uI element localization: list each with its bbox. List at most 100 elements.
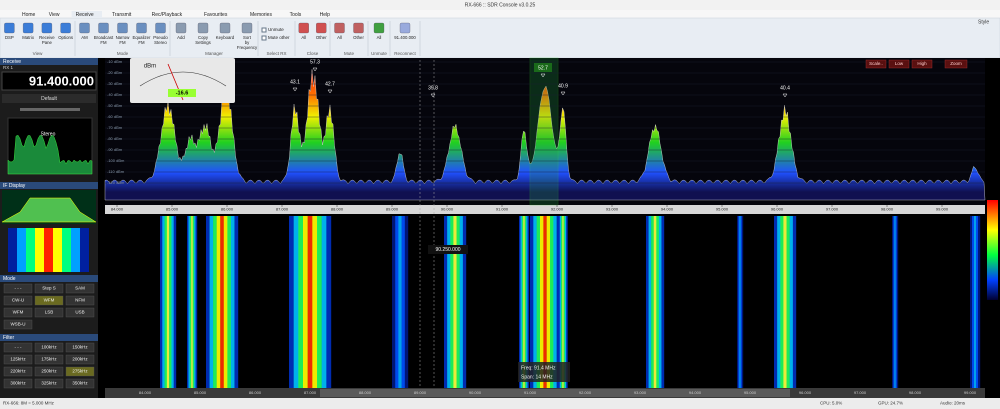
ribbon-button-label[interactable]: Copy Settings (195, 35, 211, 45)
ribbon-button-label[interactable]: Sort by Frequency (237, 35, 258, 50)
ribbon-button-label[interactable]: Keyboard (216, 35, 235, 40)
filter-button-label[interactable]: 220kHz (10, 369, 26, 374)
filter-button[interactable] (65, 342, 95, 353)
filter-button-label[interactable]: 250kHz (41, 369, 57, 374)
mode-button[interactable] (3, 295, 33, 306)
spectrum-button[interactable] (944, 59, 968, 69)
filter-button-label[interactable]: 100kHz (41, 345, 57, 350)
ribbon-button-label[interactable]: Narrow FM (116, 35, 131, 45)
ribbon-button-label[interactable]: AM (81, 35, 88, 40)
mode-button-label[interactable]: WSB-U (11, 322, 26, 327)
mode-button[interactable] (65, 307, 95, 318)
spectrum-button-label[interactable]: High (917, 61, 927, 66)
ribbon-tab[interactable]: Home (22, 12, 36, 18)
mode-button-label[interactable]: Step S (42, 286, 56, 291)
mode-button-label[interactable]: LSB (45, 310, 54, 315)
mode-button-label[interactable]: - - - (15, 286, 22, 291)
ribbon-button-icon[interactable] (353, 22, 364, 34)
ribbon-button-icon[interactable] (197, 22, 209, 34)
ribbon-button-label[interactable]: Other (316, 35, 327, 40)
ribbon-button-icon[interactable] (298, 22, 309, 34)
ribbon-button-icon[interactable] (79, 22, 90, 34)
ribbon-button-label[interactable]: DSP (5, 35, 14, 40)
ribbon-button-label[interactable]: Matrix (22, 35, 35, 40)
mode-button[interactable] (34, 307, 64, 318)
mode-button[interactable] (3, 319, 33, 330)
selected-channel[interactable] (529, 57, 559, 206)
ribbon-button-label[interactable]: All (337, 35, 342, 40)
filter-button-label[interactable]: 300kHz (10, 381, 26, 386)
mode-button[interactable] (34, 283, 64, 294)
spectrum-button-label[interactable]: Zoom (950, 61, 962, 66)
ribbon-tab[interactable]: Rec/Playback (152, 12, 183, 18)
ribbon-button-icon[interactable] (219, 22, 231, 34)
checkbox[interactable] (261, 27, 267, 33)
ribbon-button-icon[interactable] (175, 22, 187, 34)
filter-button[interactable] (65, 354, 95, 365)
spectrum-button-label[interactable]: Low (895, 61, 904, 66)
ribbon-tab[interactable]: Help (320, 12, 331, 18)
filter-button-label[interactable]: 350kHz (72, 381, 88, 386)
ribbon-button-icon[interactable] (117, 22, 128, 34)
ribbon-button-icon[interactable] (316, 22, 327, 34)
ribbon-button-icon[interactable] (334, 22, 345, 34)
ribbon-button-label[interactable]: Equalizer FM (133, 35, 151, 45)
ribbon-button-label[interactable]: Options (58, 35, 73, 40)
mode-button[interactable] (3, 307, 33, 318)
ribbon-button-icon[interactable] (22, 22, 34, 34)
mode-button-label[interactable]: CW-U (12, 298, 24, 303)
filter-button[interactable] (3, 366, 33, 377)
ribbon-button-icon[interactable] (155, 22, 166, 34)
ribbon-tab[interactable]: View (49, 12, 60, 18)
filter-button[interactable] (34, 366, 64, 377)
spectrum-button[interactable] (888, 59, 910, 69)
mode-button-label[interactable]: SAM (75, 286, 85, 291)
mode-button-label[interactable]: WFM (44, 298, 55, 303)
ribbon-button-label[interactable]: All (377, 35, 382, 40)
filter-button-label[interactable]: - - - (15, 345, 22, 350)
ribbon-button-icon[interactable] (399, 22, 411, 34)
checkbox[interactable] (261, 35, 267, 41)
ribbon-tab[interactable]: Transmit (112, 12, 132, 18)
preset-label[interactable]: Default (41, 96, 57, 102)
filter-button[interactable] (34, 342, 64, 353)
filter-button[interactable] (3, 378, 33, 389)
checkbox-label[interactable]: Unmute (268, 27, 284, 32)
ribbon-button-label[interactable]: 91.400.000 (394, 35, 416, 40)
spectrum-button[interactable] (865, 59, 887, 69)
volume-slider[interactable] (20, 108, 80, 111)
filter-button[interactable] (65, 378, 95, 389)
spectrum-button-label[interactable]: Scale.. (869, 61, 883, 66)
ribbon-button-icon[interactable] (60, 22, 71, 34)
mode-button[interactable] (65, 295, 95, 306)
ribbon-button-label[interactable]: Pseudo Stereo (153, 35, 168, 45)
ribbon-button-icon[interactable] (98, 22, 109, 34)
mode-button-label[interactable]: WFM (13, 310, 24, 315)
ribbon-button-icon[interactable] (136, 22, 147, 34)
ribbon-button-icon[interactable] (241, 22, 253, 34)
style-menu[interactable]: Style (978, 19, 989, 25)
mode-button[interactable] (34, 295, 64, 306)
mode-button[interactable] (65, 283, 95, 294)
scroll-thumb[interactable] (320, 389, 790, 397)
filter-button[interactable] (3, 354, 33, 365)
filter-button-label[interactable]: 150kHz (72, 345, 88, 350)
filter-button[interactable] (34, 378, 64, 389)
filter-button[interactable] (65, 366, 95, 377)
ribbon-button-label[interactable]: Other (353, 35, 364, 40)
mode-button[interactable] (3, 283, 33, 294)
ribbon-button-label[interactable]: All (301, 35, 306, 40)
spectrum-button[interactable] (911, 59, 933, 69)
ribbon-button-label[interactable]: Receive Pane (39, 35, 55, 45)
checkbox-label[interactable]: Mute other (268, 35, 290, 40)
ribbon-button-label[interactable]: Add (177, 35, 185, 40)
filter-button-label[interactable]: 325kHz (41, 381, 57, 386)
ribbon-button-icon[interactable] (4, 22, 15, 34)
ribbon-tab[interactable]: Favourites (204, 12, 228, 18)
mode-button-label[interactable]: NFM (75, 298, 85, 303)
ribbon-tab[interactable]: Receive (76, 12, 94, 18)
filter-button-label[interactable]: 200kHz (72, 357, 88, 362)
ribbon-tab[interactable]: Memories (250, 12, 272, 18)
ribbon-button-label[interactable]: Broadcast FM (94, 35, 114, 45)
filter-button-label[interactable]: 275kHz (72, 369, 88, 374)
